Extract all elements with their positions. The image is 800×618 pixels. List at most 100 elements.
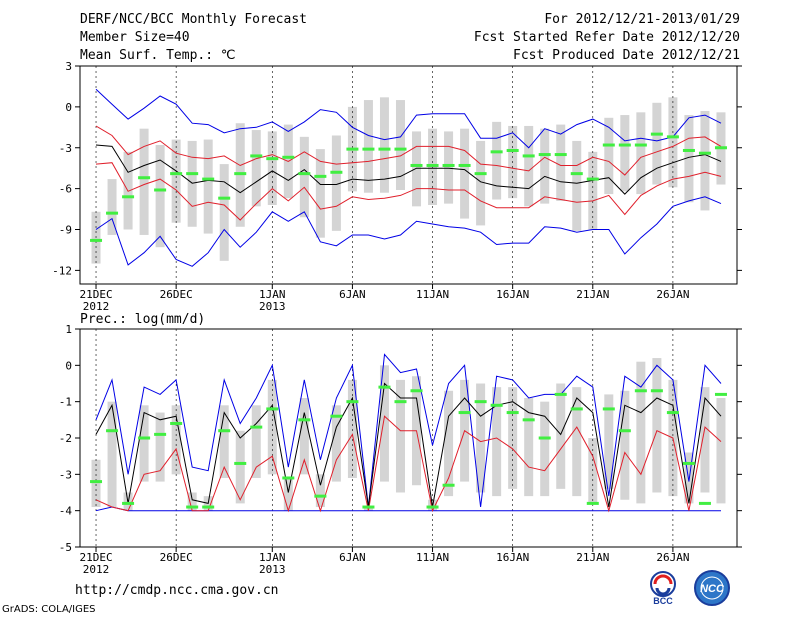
box-bar — [476, 383, 486, 493]
median-mark — [122, 501, 135, 505]
median-mark — [106, 429, 119, 433]
median-mark — [314, 494, 327, 498]
box-bar — [219, 405, 229, 478]
median-mark — [362, 505, 375, 509]
median-mark — [554, 153, 567, 157]
median-mark — [282, 476, 295, 480]
x-tick-label: 16JAN — [496, 288, 529, 301]
y-tick-label: -6 — [59, 183, 72, 196]
box-bar — [524, 398, 534, 497]
median-mark — [634, 389, 647, 393]
box-bar — [492, 121, 502, 200]
y-tick-label: -12 — [52, 264, 72, 277]
x-tick-label: 26JAN — [656, 551, 689, 564]
median-mark — [570, 407, 583, 411]
x-tick-label: 1JAN — [259, 551, 286, 564]
median-mark — [314, 174, 327, 178]
median-mark — [554, 392, 567, 396]
box-bar — [187, 492, 197, 511]
box-bar — [363, 100, 373, 193]
median-mark — [346, 147, 359, 151]
median-mark — [298, 172, 311, 176]
source-url[interactable]: http://cmdp.ncc.cma.gov.cn — [75, 583, 279, 598]
forecast-period: For 2012/12/21-2013/01/29 — [544, 12, 740, 27]
median-mark — [410, 389, 423, 393]
median-mark — [698, 501, 711, 505]
box-bar — [524, 125, 534, 207]
spread-line — [95, 415, 722, 513]
median-mark — [330, 414, 343, 418]
median-mark — [266, 157, 279, 161]
median-mark — [538, 436, 551, 440]
median-mark — [426, 505, 439, 509]
x-tick-label: 26JAN — [656, 288, 689, 301]
x-tick-label: 11JAN — [416, 288, 449, 301]
median-mark — [298, 418, 311, 422]
box-bar — [684, 115, 694, 203]
median-mark — [202, 505, 215, 509]
median-mark — [698, 151, 711, 155]
box-bar — [620, 390, 630, 500]
median-mark — [394, 400, 407, 404]
median-mark — [106, 211, 119, 215]
median-mark — [666, 411, 679, 415]
min-line — [95, 196, 722, 267]
median-mark — [650, 132, 663, 136]
spread-upper-line — [95, 125, 722, 176]
x-tick-label: 6JAN — [339, 288, 366, 301]
box-bar — [91, 459, 101, 508]
x-tick-label: 11JAN — [416, 551, 449, 564]
median-mark — [410, 163, 423, 167]
median-mark — [490, 403, 503, 407]
box-bar — [460, 128, 470, 219]
box-bar — [267, 379, 277, 475]
x-tick-label: 16JAN — [496, 551, 529, 564]
median-mark — [506, 411, 519, 415]
median-mark — [490, 150, 503, 154]
y-tick-label: 0 — [65, 101, 72, 114]
x-tick-label: 21JAN — [576, 288, 609, 301]
box-bar — [251, 130, 261, 207]
box-bar — [444, 390, 454, 497]
median-mark — [394, 147, 407, 151]
box-bar — [155, 145, 165, 248]
median-mark — [90, 480, 103, 484]
median-mark — [154, 432, 167, 436]
bcc-logo: BCC — [650, 571, 676, 606]
median-mark — [186, 505, 199, 509]
ncc-logo: NCC — [694, 570, 730, 606]
median-mark — [682, 148, 695, 152]
median-mark — [90, 238, 103, 242]
y-tick-label: -3 — [59, 468, 72, 481]
box-bar — [203, 139, 213, 234]
box-bar — [716, 398, 726, 504]
box-bar — [139, 128, 149, 235]
box-bar — [331, 135, 341, 231]
box-bar — [379, 97, 389, 193]
median-mark — [170, 421, 183, 425]
box-bar — [636, 112, 646, 195]
box-bar — [315, 149, 325, 238]
x-tick-label: 21DEC — [79, 288, 112, 301]
median-mark — [474, 400, 487, 404]
box-bar — [395, 379, 405, 493]
x-tick-sublabel: 2012 — [83, 563, 110, 576]
max-line — [95, 353, 722, 508]
box-bar — [604, 117, 614, 195]
box-bar — [299, 136, 309, 218]
grads-credit: GrADS: COLA/IGES — [2, 604, 96, 615]
box-bar — [444, 131, 454, 204]
member-size: Member Size=40 — [80, 30, 190, 45]
box-bar — [347, 379, 357, 478]
x-tick-sublabel: 2013 — [259, 563, 286, 576]
box-bar — [556, 383, 566, 489]
box-bar — [540, 401, 550, 497]
box-bar — [315, 474, 325, 508]
box-bar — [251, 405, 261, 478]
box-bar — [155, 412, 165, 482]
y-tick-label: 1 — [65, 323, 72, 336]
y-tick-label: -2 — [59, 432, 72, 445]
x-tick-label: 26DEC — [160, 551, 193, 564]
median-mark — [346, 400, 359, 404]
